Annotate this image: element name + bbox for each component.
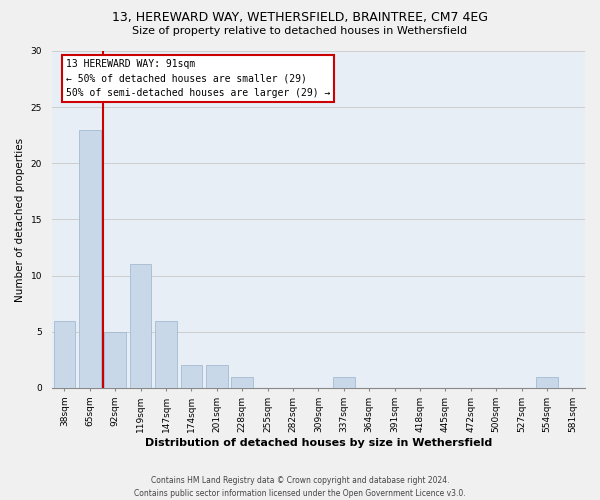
Bar (333, 376, 355, 388)
Text: Contains HM Land Registry data © Crown copyright and database right 2024.
Contai: Contains HM Land Registry data © Crown c… (134, 476, 466, 498)
Bar (130, 264, 151, 388)
Bar (232, 376, 253, 388)
Text: 13 HEREWARD WAY: 91sqm
← 50% of detached houses are smaller (29)
50% of semi-det: 13 HEREWARD WAY: 91sqm ← 50% of detached… (66, 59, 330, 98)
Bar (181, 366, 202, 388)
Bar (155, 320, 177, 388)
Y-axis label: Number of detached properties: Number of detached properties (15, 138, 25, 302)
Text: Size of property relative to detached houses in Wethersfield: Size of property relative to detached ho… (133, 26, 467, 36)
Text: 13, HEREWARD WAY, WETHERSFIELD, BRAINTREE, CM7 4EG: 13, HEREWARD WAY, WETHERSFIELD, BRAINTRE… (112, 11, 488, 24)
Bar (206, 366, 227, 388)
Bar (53, 320, 75, 388)
X-axis label: Distribution of detached houses by size in Wethersfield: Distribution of detached houses by size … (145, 438, 492, 448)
Bar (79, 130, 101, 388)
Bar (104, 332, 126, 388)
Bar (536, 376, 558, 388)
